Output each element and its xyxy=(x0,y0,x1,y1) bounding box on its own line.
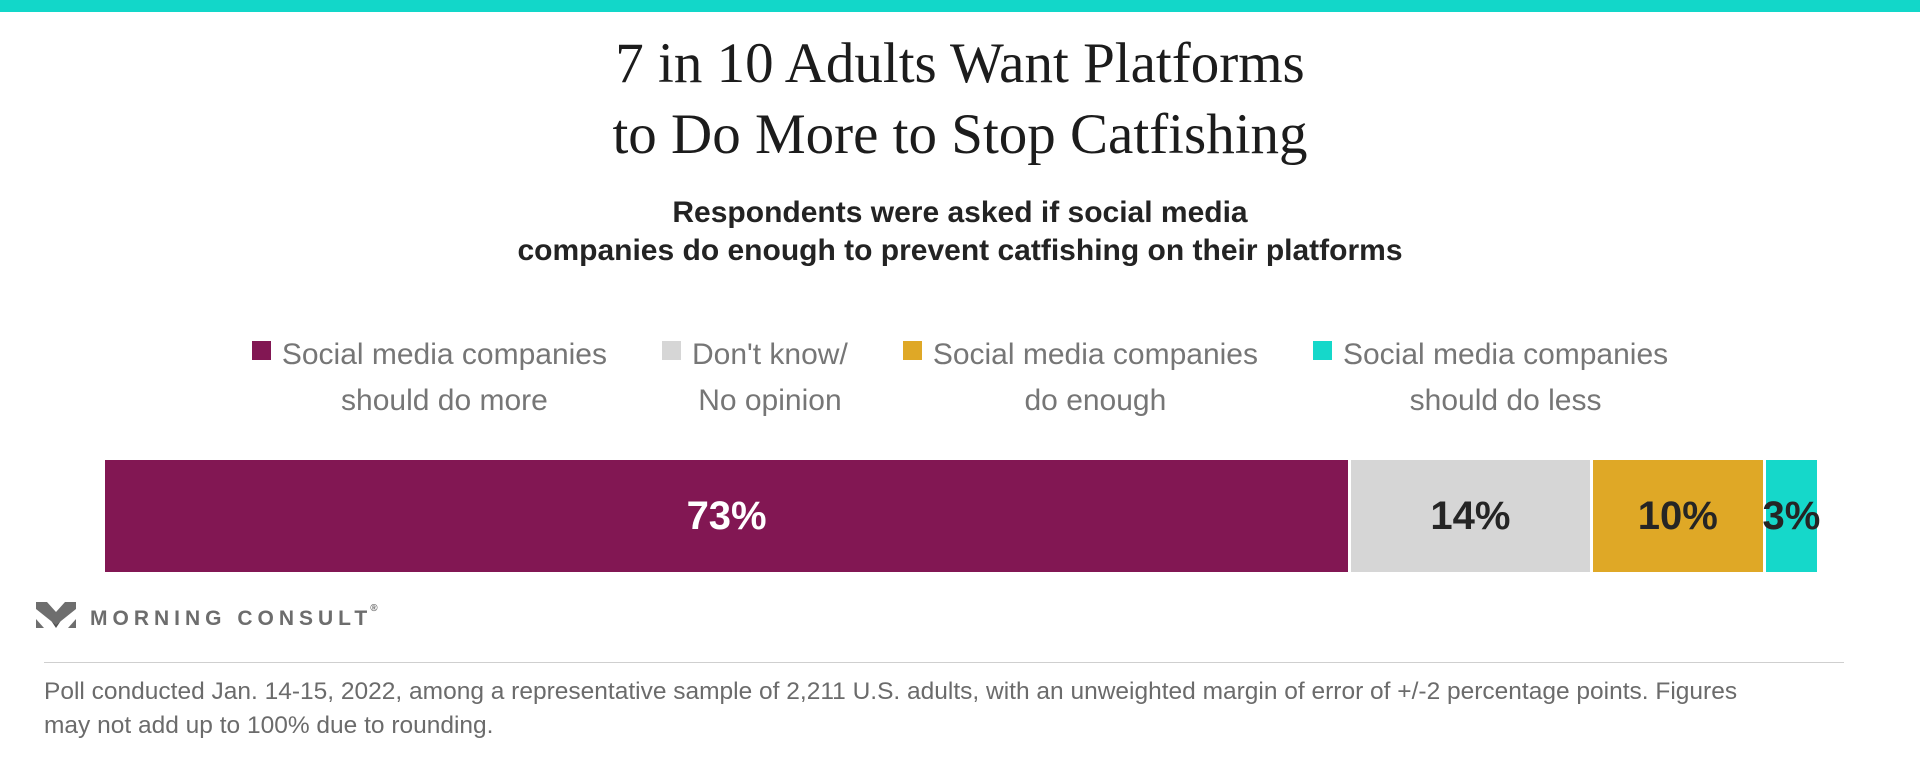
legend-swatch xyxy=(251,341,271,360)
legend-item: Social media companies should do more xyxy=(251,332,607,424)
methodology-note: Poll conducted Jan. 14-15, 2022, among a… xyxy=(44,675,1854,743)
page-title: 7 in 10 Adults Want Platforms to Do More… xyxy=(0,28,1920,170)
legend-label: Don't know/No opinion xyxy=(692,338,848,417)
bar-segment-label: 10% xyxy=(1637,493,1718,538)
title-line-2: to Do More to Stop Catfishing xyxy=(612,103,1308,166)
legend-swatch xyxy=(902,341,922,360)
footer-divider xyxy=(44,662,1844,663)
legend-swatch xyxy=(1312,341,1332,360)
legend-label: Social media companies should do more xyxy=(281,338,607,417)
stacked-bar: 73% 14% 10% 3% xyxy=(105,460,1820,572)
bar-segment: 14% xyxy=(1351,460,1590,572)
registered-mark: ® xyxy=(370,603,378,614)
bar-segment: 73% xyxy=(105,460,1349,572)
subtitle-line-2: companies do enough to prevent catfishin… xyxy=(517,234,1403,267)
bar-segment-label: 14% xyxy=(1430,493,1511,538)
legend-item: Social media companies should do less xyxy=(1312,332,1669,424)
morning-consult-logo: MORNING CONSULT® xyxy=(36,602,1920,636)
morning-consult-logo-icon xyxy=(36,602,76,628)
subtitle-line-1: Respondents were asked if social media xyxy=(672,196,1248,229)
legend-item: Social media companies do enough xyxy=(902,332,1258,424)
bar-segment: 3% xyxy=(1763,460,1820,572)
bar-segment: 10% xyxy=(1592,460,1763,572)
bar-segment-label: 3% xyxy=(1762,493,1821,538)
legend-label: Social media companies should do less xyxy=(1342,338,1669,417)
legend-swatch xyxy=(662,341,681,360)
legend-label: Social media companies do enough xyxy=(932,338,1258,417)
legend: Social media companies should do more Don'… xyxy=(0,332,1920,424)
methodology-note-line-2: may not add up to 100% due to rounding. xyxy=(44,712,494,739)
logo-wordmark: MORNING CONSULT® xyxy=(90,603,378,630)
methodology-note-line-1: Poll conducted Jan. 14-15, 2022, among a… xyxy=(44,678,1738,705)
brand-accent-bar xyxy=(0,0,1920,12)
bar-segment-label: 73% xyxy=(686,493,767,538)
legend-item: Don't know/No opinion xyxy=(662,332,848,424)
title-line-1: 7 in 10 Adults Want Platforms xyxy=(615,32,1305,95)
chart-subtitle: Respondents were asked if social media c… xyxy=(0,194,1920,270)
chart-area: 73% 14% 10% 3% xyxy=(105,460,1820,572)
